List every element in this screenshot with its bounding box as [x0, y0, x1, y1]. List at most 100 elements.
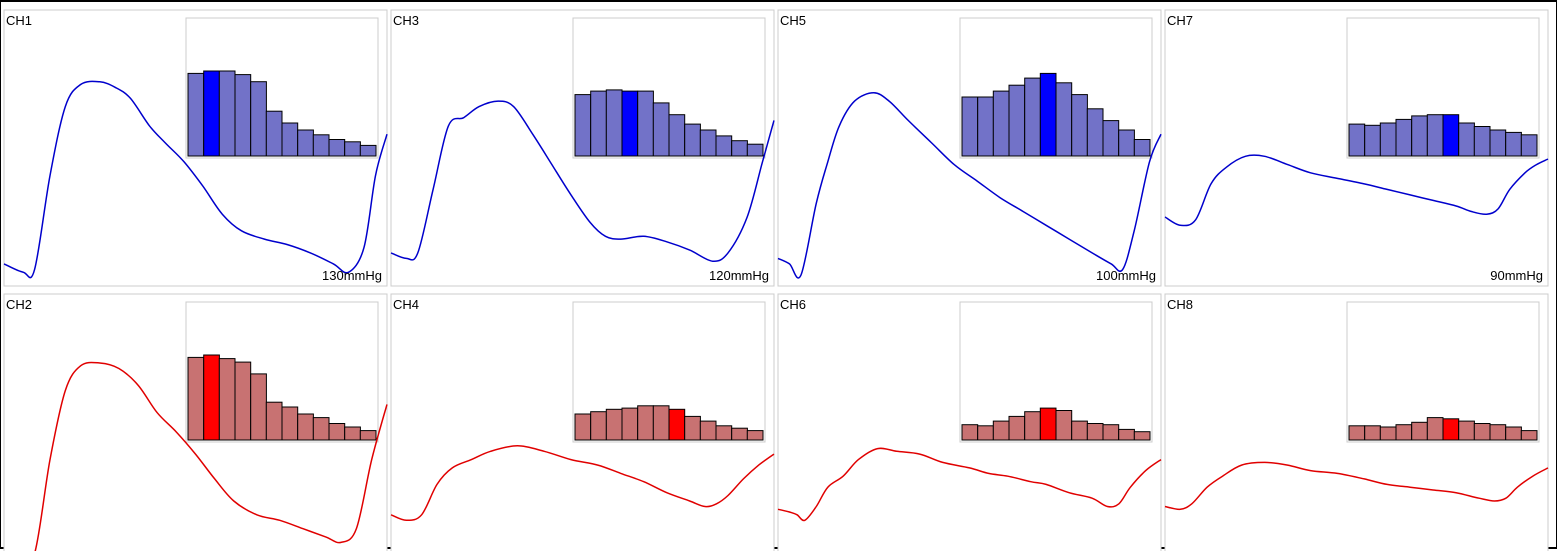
- histogram-bar: [1364, 425, 1381, 441]
- histogram-bar: [684, 123, 701, 157]
- pulse-waveform: [390, 445, 775, 522]
- histogram-frame: [1346, 301, 1540, 443]
- histogram-bar: [684, 415, 701, 441]
- histogram-bar: [1426, 114, 1444, 157]
- histogram-bar: [281, 122, 299, 157]
- pulse-waveform: [1164, 461, 1549, 511]
- histogram-bar: [1055, 410, 1073, 441]
- histogram-bar: [312, 134, 330, 157]
- histogram-frame: [185, 301, 379, 443]
- histogram-bar: [234, 74, 252, 157]
- histogram-bar: [1505, 131, 1522, 157]
- histogram-bar: [1395, 424, 1413, 441]
- histogram-bar: [746, 143, 764, 157]
- histogram-bar: [1008, 84, 1026, 157]
- histogram-bar: [203, 354, 220, 441]
- histogram-bar: [699, 129, 717, 157]
- histogram-bar: [652, 102, 670, 157]
- channel-label: CH1: [6, 13, 32, 28]
- histogram-bar: [715, 135, 733, 157]
- histogram-bar: [218, 358, 236, 441]
- histogram-bar: [1071, 94, 1088, 157]
- channel-panel-ch7: CH7 90mmHg: [1164, 9, 1549, 287]
- histogram-bar: [1086, 108, 1104, 157]
- channel-label: CH6: [780, 297, 806, 312]
- histogram-bar: [1442, 114, 1460, 157]
- histogram-bar: [574, 413, 592, 441]
- histogram-bar: [1520, 430, 1538, 441]
- histogram-bar: [265, 401, 283, 441]
- histogram-bar: [1458, 122, 1475, 157]
- histogram-bar: [187, 72, 205, 157]
- channel-panel-ch6: CH690mmHg: [777, 293, 1162, 551]
- histogram-bar: [218, 70, 236, 157]
- pressure-label: 90mmHg: [1490, 268, 1543, 283]
- histogram-bar: [699, 420, 717, 441]
- histogram-bar: [637, 90, 654, 157]
- histogram-bar: [1024, 411, 1041, 441]
- histogram-bar: [250, 373, 267, 441]
- histogram-bar: [265, 110, 283, 157]
- histogram-bar: [1411, 421, 1428, 441]
- histogram-bar: [203, 70, 220, 157]
- histogram-bar: [621, 407, 639, 441]
- pressure-label: 100mmHg: [1096, 268, 1156, 283]
- histogram-bar: [590, 90, 607, 157]
- histogram-bar: [359, 430, 377, 441]
- channel-label: CH2: [6, 297, 32, 312]
- channel-panel-ch1: CH1 130mmHg: [3, 9, 388, 287]
- histogram-bar: [715, 425, 733, 441]
- pressure-label: 120mmHg: [709, 268, 769, 283]
- histogram-bar: [234, 361, 252, 441]
- histogram-bar: [621, 90, 639, 157]
- histogram-frame: [959, 17, 1153, 159]
- histogram-bar: [1055, 82, 1073, 157]
- histogram-bar: [1489, 129, 1507, 157]
- histogram-bar: [1473, 423, 1491, 441]
- histogram-bar: [1458, 420, 1475, 441]
- histogram-frame: [1346, 17, 1540, 159]
- histogram-bar: [1086, 423, 1104, 441]
- histogram-bar: [668, 408, 686, 441]
- histogram-bar: [1133, 139, 1151, 157]
- histogram-bar: [250, 81, 267, 157]
- histogram-bar: [1071, 420, 1088, 441]
- histogram-bar: [977, 96, 994, 157]
- histogram-bar: [668, 114, 686, 157]
- histogram-bar: [605, 89, 623, 157]
- histogram-bar: [297, 413, 314, 441]
- histogram-bar: [992, 90, 1010, 157]
- histogram-bar: [746, 430, 764, 441]
- pulse-waveform: [3, 80, 388, 279]
- histogram-bar: [281, 406, 299, 441]
- panel-frame: [1164, 293, 1549, 551]
- histogram-bar: [961, 424, 979, 441]
- channel-label: CH3: [393, 13, 419, 28]
- histogram-bar: [1442, 418, 1460, 441]
- histogram-bar: [1426, 417, 1444, 441]
- channel-panel-ch3: CH3 120mmHg: [390, 9, 775, 287]
- histogram-bar: [992, 420, 1010, 441]
- pulse-waveform: [390, 100, 775, 263]
- histogram-bar: [1489, 424, 1507, 441]
- histogram-bar: [1520, 134, 1538, 157]
- pressure-label: 130mmHg: [322, 268, 382, 283]
- pulse-waveform: [777, 92, 1162, 279]
- histogram-frame: [572, 301, 766, 443]
- pulse-waveform: [34, 361, 388, 551]
- channel-label: CH5: [780, 13, 806, 28]
- histogram-frame: [572, 17, 766, 159]
- histogram-bar: [1505, 426, 1522, 441]
- channel-label: CH8: [1167, 297, 1193, 312]
- histogram-bar: [187, 356, 205, 441]
- histogram-bar: [977, 425, 994, 441]
- histogram-bar: [731, 140, 748, 157]
- histogram-bar: [1133, 431, 1151, 441]
- histogram-bar: [1379, 426, 1397, 441]
- histogram-bar: [1039, 407, 1057, 441]
- histogram-bar: [1348, 123, 1366, 157]
- histogram-bar: [1473, 126, 1491, 157]
- histogram-bar: [328, 423, 346, 441]
- histogram-bar: [1102, 120, 1120, 157]
